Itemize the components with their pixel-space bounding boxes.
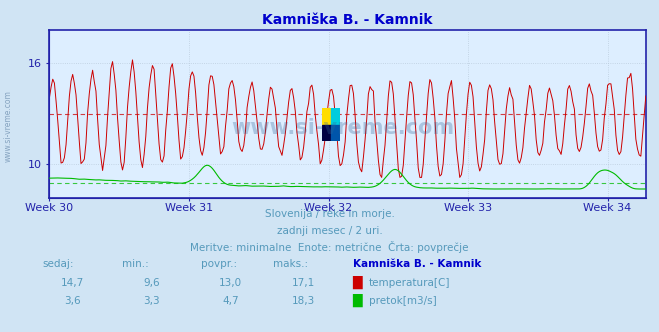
Text: 13,0: 13,0 <box>219 278 243 288</box>
Text: 3,3: 3,3 <box>143 296 160 306</box>
Bar <box>322 124 331 141</box>
Text: 9,6: 9,6 <box>143 278 160 288</box>
Text: Slovenija / reke in morje.: Slovenija / reke in morje. <box>264 209 395 219</box>
Text: 14,7: 14,7 <box>61 278 84 288</box>
Title: Kamniška B. - Kamnik: Kamniška B. - Kamnik <box>262 13 433 27</box>
Text: Kamniška B. - Kamnik: Kamniška B. - Kamnik <box>353 259 481 269</box>
Text: zadnji mesec / 2 uri.: zadnji mesec / 2 uri. <box>277 226 382 236</box>
Text: Meritve: minimalne  Enote: metrične  Črta: povprečje: Meritve: minimalne Enote: metrične Črta:… <box>190 241 469 253</box>
Bar <box>331 124 340 141</box>
Text: 3,6: 3,6 <box>64 296 81 306</box>
Bar <box>331 108 340 124</box>
Text: 18,3: 18,3 <box>291 296 315 306</box>
Text: █: █ <box>353 294 362 307</box>
Text: 4,7: 4,7 <box>222 296 239 306</box>
Text: www.si-vreme.com: www.si-vreme.com <box>231 118 454 138</box>
Text: 17,1: 17,1 <box>291 278 315 288</box>
Text: █: █ <box>353 276 362 289</box>
Text: www.si-vreme.com: www.si-vreme.com <box>4 90 13 162</box>
Text: povpr.:: povpr.: <box>201 259 237 269</box>
Text: maks.:: maks.: <box>273 259 308 269</box>
Text: min.:: min.: <box>122 259 149 269</box>
Text: sedaj:: sedaj: <box>43 259 74 269</box>
Text: pretok[m3/s]: pretok[m3/s] <box>369 296 437 306</box>
Text: temperatura[C]: temperatura[C] <box>369 278 451 288</box>
Bar <box>322 108 331 124</box>
